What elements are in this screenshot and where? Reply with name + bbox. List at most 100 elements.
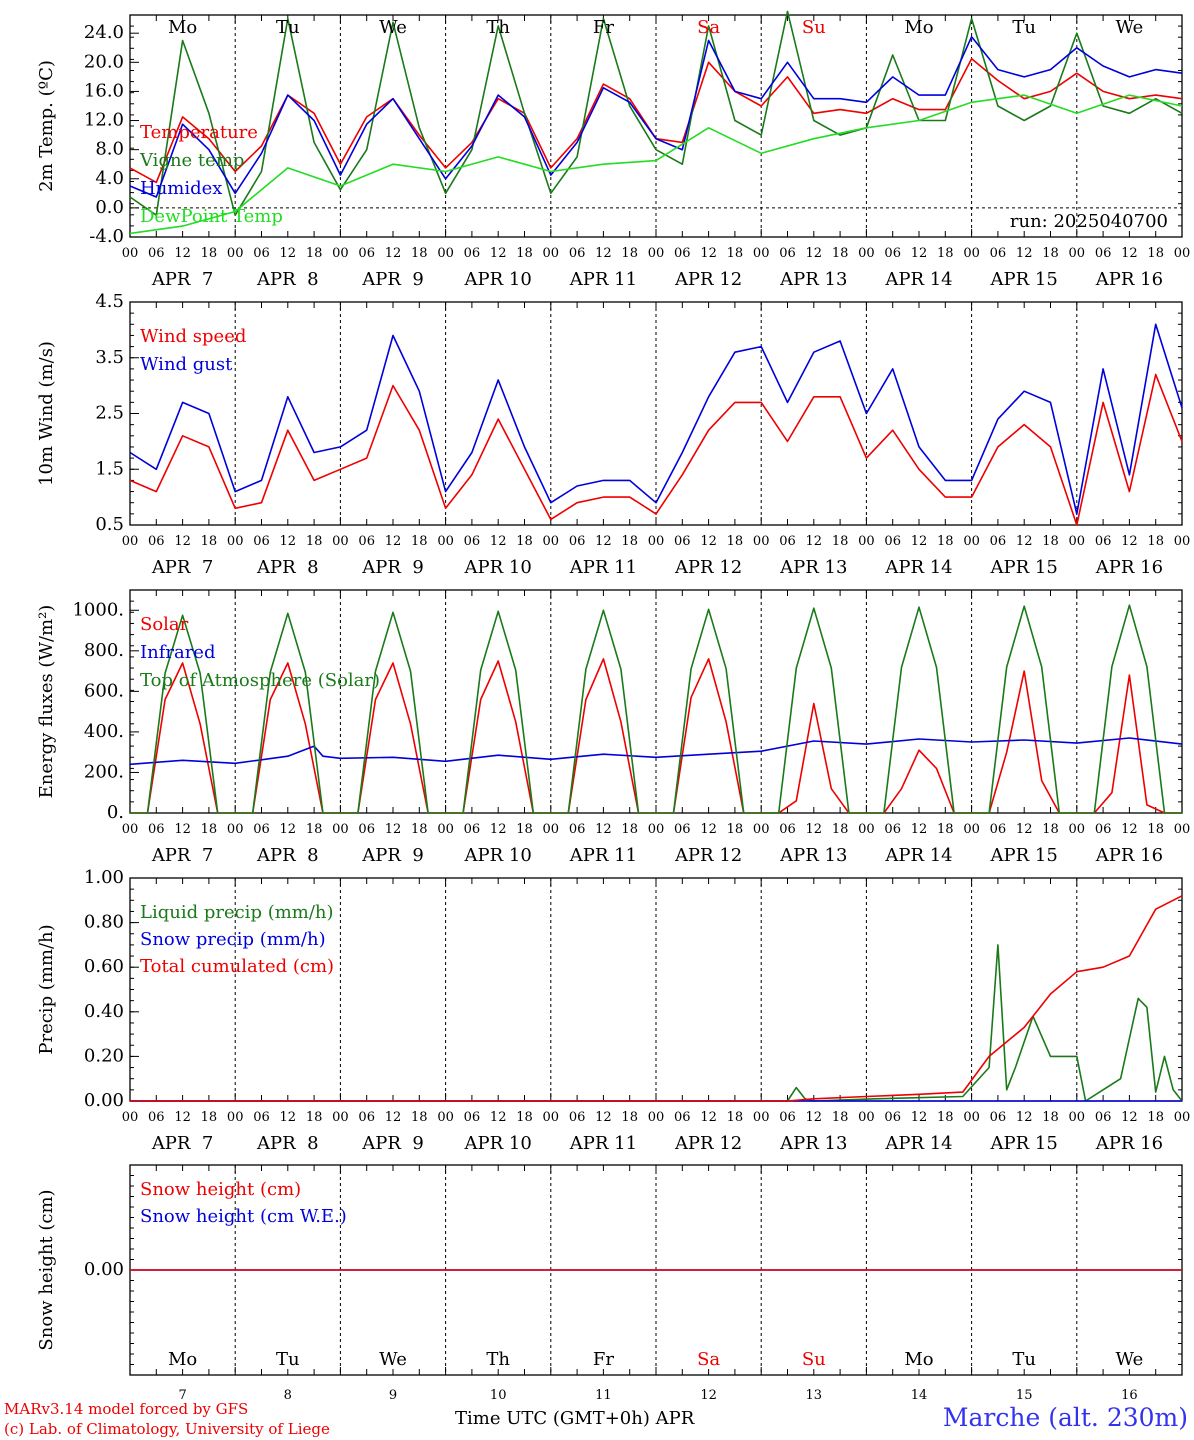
hour-tick-label: 00 bbox=[227, 534, 244, 549]
hour-tick-label: 18 bbox=[306, 534, 323, 549]
date-label: APR 9 bbox=[361, 845, 424, 866]
hour-tick-label: 06 bbox=[990, 246, 1007, 261]
day-number: 9 bbox=[389, 1388, 397, 1403]
hour-tick-label: 12 bbox=[490, 1110, 507, 1125]
day-abbr-bottom: Sa bbox=[697, 1349, 720, 1370]
hour-tick-label: 00 bbox=[332, 822, 349, 837]
hour-tick-label: 06 bbox=[779, 822, 796, 837]
hour-tick-label: 12 bbox=[490, 246, 507, 261]
hour-tick-label: 12 bbox=[1121, 822, 1138, 837]
hour-tick-label: 06 bbox=[148, 822, 165, 837]
y-tick-label: 4.5 bbox=[95, 291, 124, 312]
legend-entry: Humidex bbox=[140, 178, 222, 199]
hour-tick-label: 12 bbox=[700, 534, 717, 549]
hour-tick-label: 12 bbox=[490, 822, 507, 837]
hour-tick-label: 12 bbox=[911, 822, 928, 837]
hour-tick-label: 06 bbox=[569, 822, 586, 837]
date-label: APR 9 bbox=[361, 557, 424, 578]
date-label: APR 11 bbox=[569, 1133, 637, 1154]
legend-entry: Solar bbox=[140, 614, 189, 635]
hour-tick-label: 12 bbox=[1016, 822, 1033, 837]
hour-tick-label: 00 bbox=[963, 822, 980, 837]
series-line-vigne-temp bbox=[129, 10, 1183, 216]
hour-tick-label: 18 bbox=[1147, 534, 1164, 549]
hour-tick-label: 12 bbox=[1121, 1110, 1138, 1125]
hour-tick-label: 18 bbox=[516, 246, 533, 261]
y-tick-label: 800. bbox=[84, 640, 124, 661]
panel-temperature: -4.0 0.0 4.0 8.0 12.0 16.0 20.0 24.0 2m Temp. (º… bbox=[36, 10, 1190, 290]
hour-tick-label: 12 bbox=[1016, 534, 1033, 549]
hour-tick-label: 06 bbox=[884, 822, 901, 837]
hour-tick-label: 06 bbox=[253, 246, 270, 261]
date-label: APR 12 bbox=[674, 557, 742, 578]
series-line-wind-speed bbox=[129, 373, 1183, 526]
hour-tick-label: 00 bbox=[1174, 822, 1191, 837]
hour-tick-label: 18 bbox=[937, 822, 954, 837]
hour-tick-label: 18 bbox=[1042, 246, 1059, 261]
panel-snow: 0.00 Snow height (cm) Snow height (cm) Snow… bbox=[36, 1164, 1183, 1403]
hour-tick-label: 12 bbox=[700, 822, 717, 837]
hour-tick-label: 12 bbox=[911, 1110, 928, 1125]
hour-tick-label: 18 bbox=[1042, 1110, 1059, 1125]
hour-tick-label: 00 bbox=[648, 534, 665, 549]
hour-tick-label: 12 bbox=[806, 1110, 823, 1125]
day-number: 8 bbox=[284, 1388, 292, 1403]
hour-tick-label: 06 bbox=[884, 246, 901, 261]
y-axis-label: 10m Wind (m/s) bbox=[36, 341, 57, 486]
hour-tick-label: 12 bbox=[385, 534, 402, 549]
date-label: APR 14 bbox=[884, 557, 952, 578]
hour-tick-label: 18 bbox=[516, 822, 533, 837]
hour-tick-label: 00 bbox=[963, 534, 980, 549]
legend-entry: Snow height (cm W.E.) bbox=[140, 1206, 347, 1227]
hour-tick-label: 00 bbox=[332, 534, 349, 549]
hour-tick-label: 00 bbox=[1174, 1110, 1191, 1125]
hour-tick-label: 06 bbox=[148, 534, 165, 549]
series-line-total-cumulated-cm- bbox=[130, 895, 1183, 1102]
hour-tick-label: 12 bbox=[1121, 534, 1138, 549]
hour-tick-label: 06 bbox=[990, 1110, 1007, 1125]
legend-entry: Infrared bbox=[140, 642, 215, 663]
day-abbr-top: Su bbox=[802, 17, 826, 38]
hour-tick-label: 00 bbox=[437, 534, 454, 549]
hour-tick-label: 00 bbox=[1069, 822, 1086, 837]
hour-tick-label: 06 bbox=[990, 534, 1007, 549]
hour-tick-label: 12 bbox=[385, 1110, 402, 1125]
hour-tick-label: 00 bbox=[543, 246, 560, 261]
hour-tick-label: 06 bbox=[358, 246, 375, 261]
date-label: APR 14 bbox=[884, 845, 952, 866]
date-label: APR 14 bbox=[884, 1133, 952, 1154]
hour-tick-label: 18 bbox=[937, 534, 954, 549]
day-number: 13 bbox=[806, 1388, 823, 1403]
hour-tick-label: 00 bbox=[1174, 534, 1191, 549]
date-label: APR 8 bbox=[256, 845, 319, 866]
day-number: 10 bbox=[490, 1388, 507, 1403]
hour-tick-label: 12 bbox=[490, 534, 507, 549]
y-tick-label: 12.0 bbox=[84, 110, 124, 131]
legend-entry: Total cumulated (cm) bbox=[140, 956, 334, 977]
panel-precip: 0.00 0.20 0.40 0.60 0.80 1.00 Precip (mm/h) Liq… bbox=[36, 867, 1190, 1154]
hour-tick-label: 06 bbox=[569, 534, 586, 549]
hour-tick-label: 18 bbox=[832, 822, 849, 837]
hour-tick-label: 12 bbox=[595, 246, 612, 261]
series-line-infrared bbox=[129, 737, 1183, 766]
hour-tick-label: 12 bbox=[280, 246, 297, 261]
hour-tick-label: 18 bbox=[1147, 822, 1164, 837]
hour-tick-label: 18 bbox=[1042, 534, 1059, 549]
hour-tick-label: 12 bbox=[700, 246, 717, 261]
hour-tick-label: 12 bbox=[174, 1110, 191, 1125]
panel-wind: 0.5 1.5 2.5 3.5 4.5 10m Wind (m/s) Wind speed W… bbox=[36, 291, 1190, 578]
y-tick-label: 0.60 bbox=[84, 956, 124, 977]
date-label: APR 7 bbox=[151, 1133, 214, 1154]
date-label: APR 8 bbox=[256, 557, 319, 578]
hour-tick-label: 18 bbox=[201, 246, 218, 261]
day-abbr-top: We bbox=[379, 17, 407, 38]
y-tick-label: 0.00 bbox=[84, 1259, 124, 1280]
day-number: 14 bbox=[911, 1388, 928, 1403]
hour-tick-label: 12 bbox=[280, 1110, 297, 1125]
panel-energy: 0. 200. 400. 600. 800. 1000. Energy fluxes (W/… bbox=[36, 589, 1191, 866]
hour-tick-label: 00 bbox=[858, 822, 875, 837]
hour-tick-label: 12 bbox=[1016, 246, 1033, 261]
hour-tick-label: 06 bbox=[253, 822, 270, 837]
hour-tick-label: 06 bbox=[1095, 246, 1112, 261]
date-label: APR 10 bbox=[464, 845, 532, 866]
